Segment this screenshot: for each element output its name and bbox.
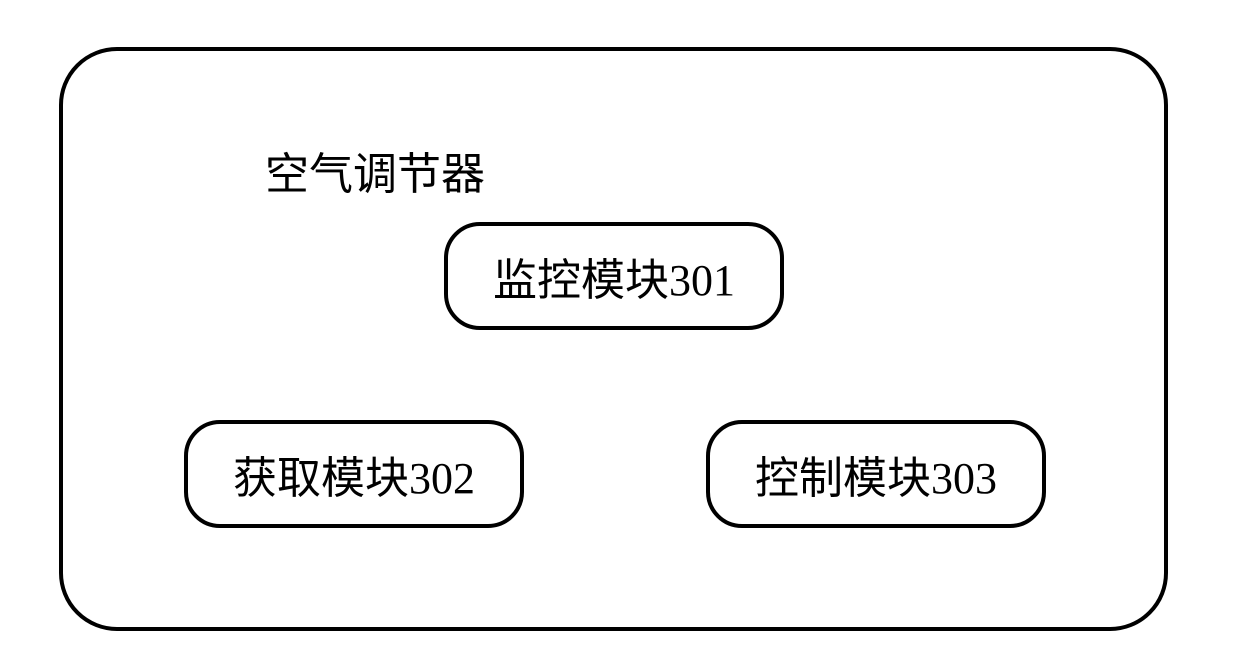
acquire-module-label: 获取模块302 bbox=[233, 442, 475, 506]
control-module-label: 控制模块303 bbox=[755, 442, 997, 506]
control-module: 控制模块303 bbox=[706, 420, 1046, 528]
monitor-module-label: 监控模块301 bbox=[493, 244, 735, 308]
monitor-module: 监控模块301 bbox=[444, 222, 784, 330]
outer-container bbox=[59, 47, 1168, 631]
diagram-title: 空气调节器 bbox=[265, 138, 485, 202]
acquire-module: 获取模块302 bbox=[184, 420, 524, 528]
